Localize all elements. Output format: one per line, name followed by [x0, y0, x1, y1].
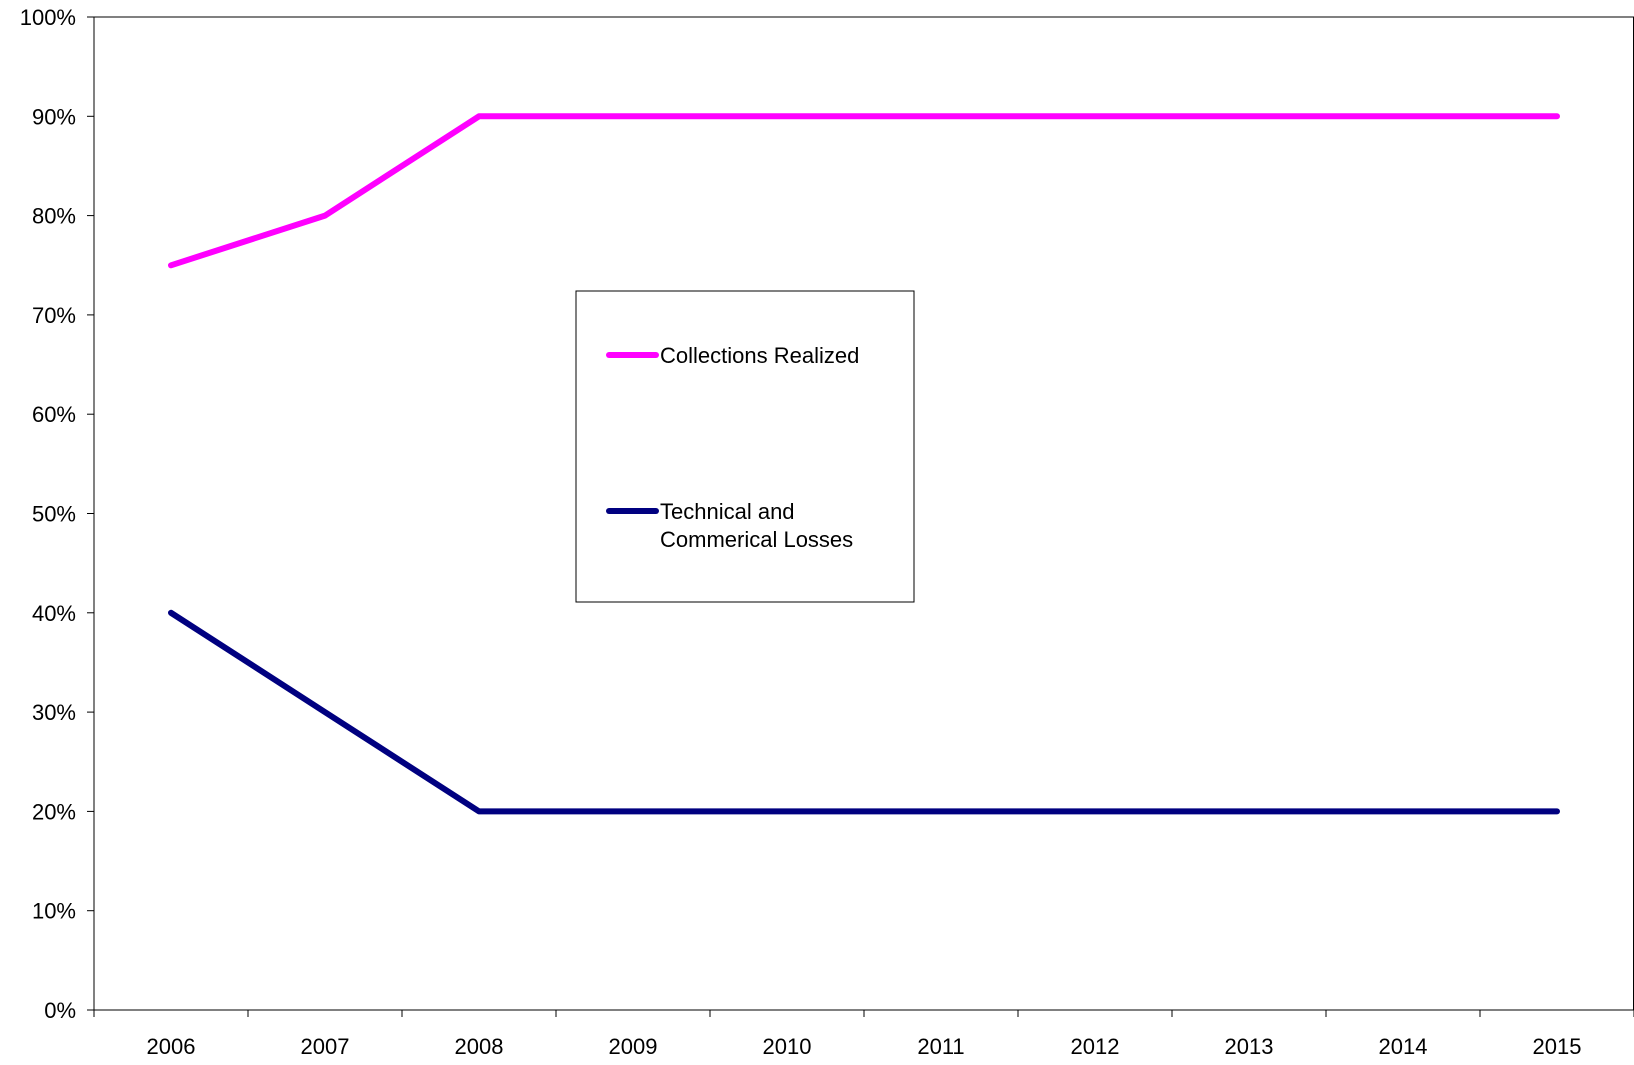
legend-box: [575, 290, 915, 603]
x-tick-label: 2006: [147, 1034, 196, 1059]
y-tick-label: 90%: [32, 104, 76, 129]
x-tick-label: 2011: [917, 1034, 964, 1059]
legend: Collections Realized Technical and Commeri…: [575, 290, 915, 603]
x-tick-label: 2007: [301, 1034, 350, 1059]
series-line-1: [168, 113, 1560, 269]
y-tick-label: 50%: [32, 502, 76, 527]
x-axis-ticks: 2006 2007 2008 2009 2010 2011 2012 2013 2014 2015: [93, 1010, 1634, 1059]
x-tick-label: 2013: [1225, 1034, 1274, 1059]
y-axis-ticks: 0% 10% 20% 30% 40% 50% 60% 70% 80% 90% 100%: [20, 5, 94, 1023]
x-tick-label: 2009: [609, 1034, 658, 1059]
y-tick-label: 10%: [32, 899, 76, 924]
legend-label: Technical and: [660, 499, 795, 524]
x-tick-label: 2008: [455, 1034, 504, 1059]
y-tick-label: 0%: [44, 998, 76, 1023]
series-line-2: [168, 609, 1560, 815]
x-tick-label: 2012: [1071, 1034, 1120, 1059]
x-tick-label: 2010: [763, 1034, 812, 1059]
legend-label: Collections Realized: [660, 343, 859, 368]
y-tick-label: 70%: [32, 303, 76, 328]
y-tick-label: 80%: [32, 204, 76, 229]
y-tick-label: 100%: [20, 5, 76, 30]
y-tick-label: 30%: [32, 700, 76, 725]
x-tick-label: 2014: [1379, 1034, 1428, 1059]
y-tick-label: 60%: [32, 402, 76, 427]
x-tick-label: 2015: [1533, 1034, 1582, 1059]
legend-label: Commerical Losses: [660, 527, 853, 552]
y-tick-label: 40%: [32, 601, 76, 626]
y-tick-label: 20%: [32, 799, 76, 824]
series-layer: [168, 113, 1560, 815]
